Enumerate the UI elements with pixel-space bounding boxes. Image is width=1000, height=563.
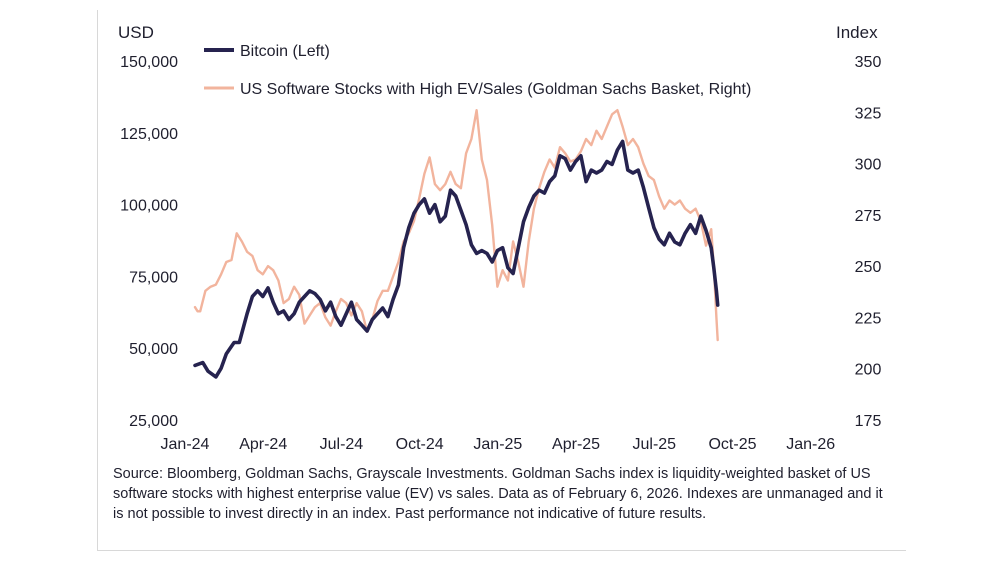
x-tick-label: Apr-24: [239, 436, 287, 453]
x-tick-label: Jan-25: [473, 436, 522, 453]
series-line-software: [193, 108, 719, 342]
right-tick-label: 175: [855, 413, 882, 430]
right-axis-unit: Index: [836, 23, 878, 42]
right-axis-ticks: 350 325 300 275 250 225 200 175: [855, 54, 882, 430]
x-tick-label: Oct-25: [708, 436, 756, 453]
right-tick-label: 325: [855, 105, 882, 122]
left-tick-label: 125,000: [120, 126, 178, 143]
left-tick-label: 100,000: [120, 198, 178, 215]
source-note: Source: Bloomberg, Goldman Sachs, Graysc…: [113, 466, 883, 522]
chart-frame: [97, 10, 906, 551]
right-tick-label: 250: [855, 259, 882, 276]
right-tick-label: 275: [855, 208, 882, 225]
series-layer: [193, 108, 720, 379]
x-tick-label: Apr-25: [552, 436, 600, 453]
right-tick-label: 300: [855, 157, 882, 174]
left-axis-unit: USD: [118, 23, 154, 42]
left-tick-label: 150,000: [120, 54, 178, 71]
legend-label-software: US Software Stocks with High EV/Sales (G…: [240, 81, 751, 98]
x-tick-label: Oct-24: [396, 436, 444, 453]
x-tick-label: Jul-25: [632, 436, 676, 453]
left-tick-label: 75,000: [129, 269, 178, 286]
legend: Bitcoin (Left) US Software Stocks with H…: [204, 43, 751, 98]
x-tick-label: Jan-24: [161, 436, 210, 453]
left-tick-label: 50,000: [129, 341, 178, 358]
right-tick-label: 350: [855, 54, 882, 71]
legend-label-bitcoin: Bitcoin (Left): [240, 43, 330, 60]
series-line-bitcoin: [193, 139, 720, 379]
x-tick-label: Jan-26: [786, 436, 835, 453]
left-axis-ticks: 150,000 125,000 100,000 75,000 50,000 25,000: [120, 54, 178, 430]
right-tick-label: 200: [855, 362, 882, 379]
right-tick-label: 225: [855, 310, 882, 327]
x-axis-ticks: Jan-24 Apr-24 Jul-24 Oct-24 Jan-25 Apr-25 Jul-…: [161, 436, 836, 453]
x-tick-label: Jul-24: [320, 436, 364, 453]
left-tick-label: 25,000: [129, 413, 178, 430]
